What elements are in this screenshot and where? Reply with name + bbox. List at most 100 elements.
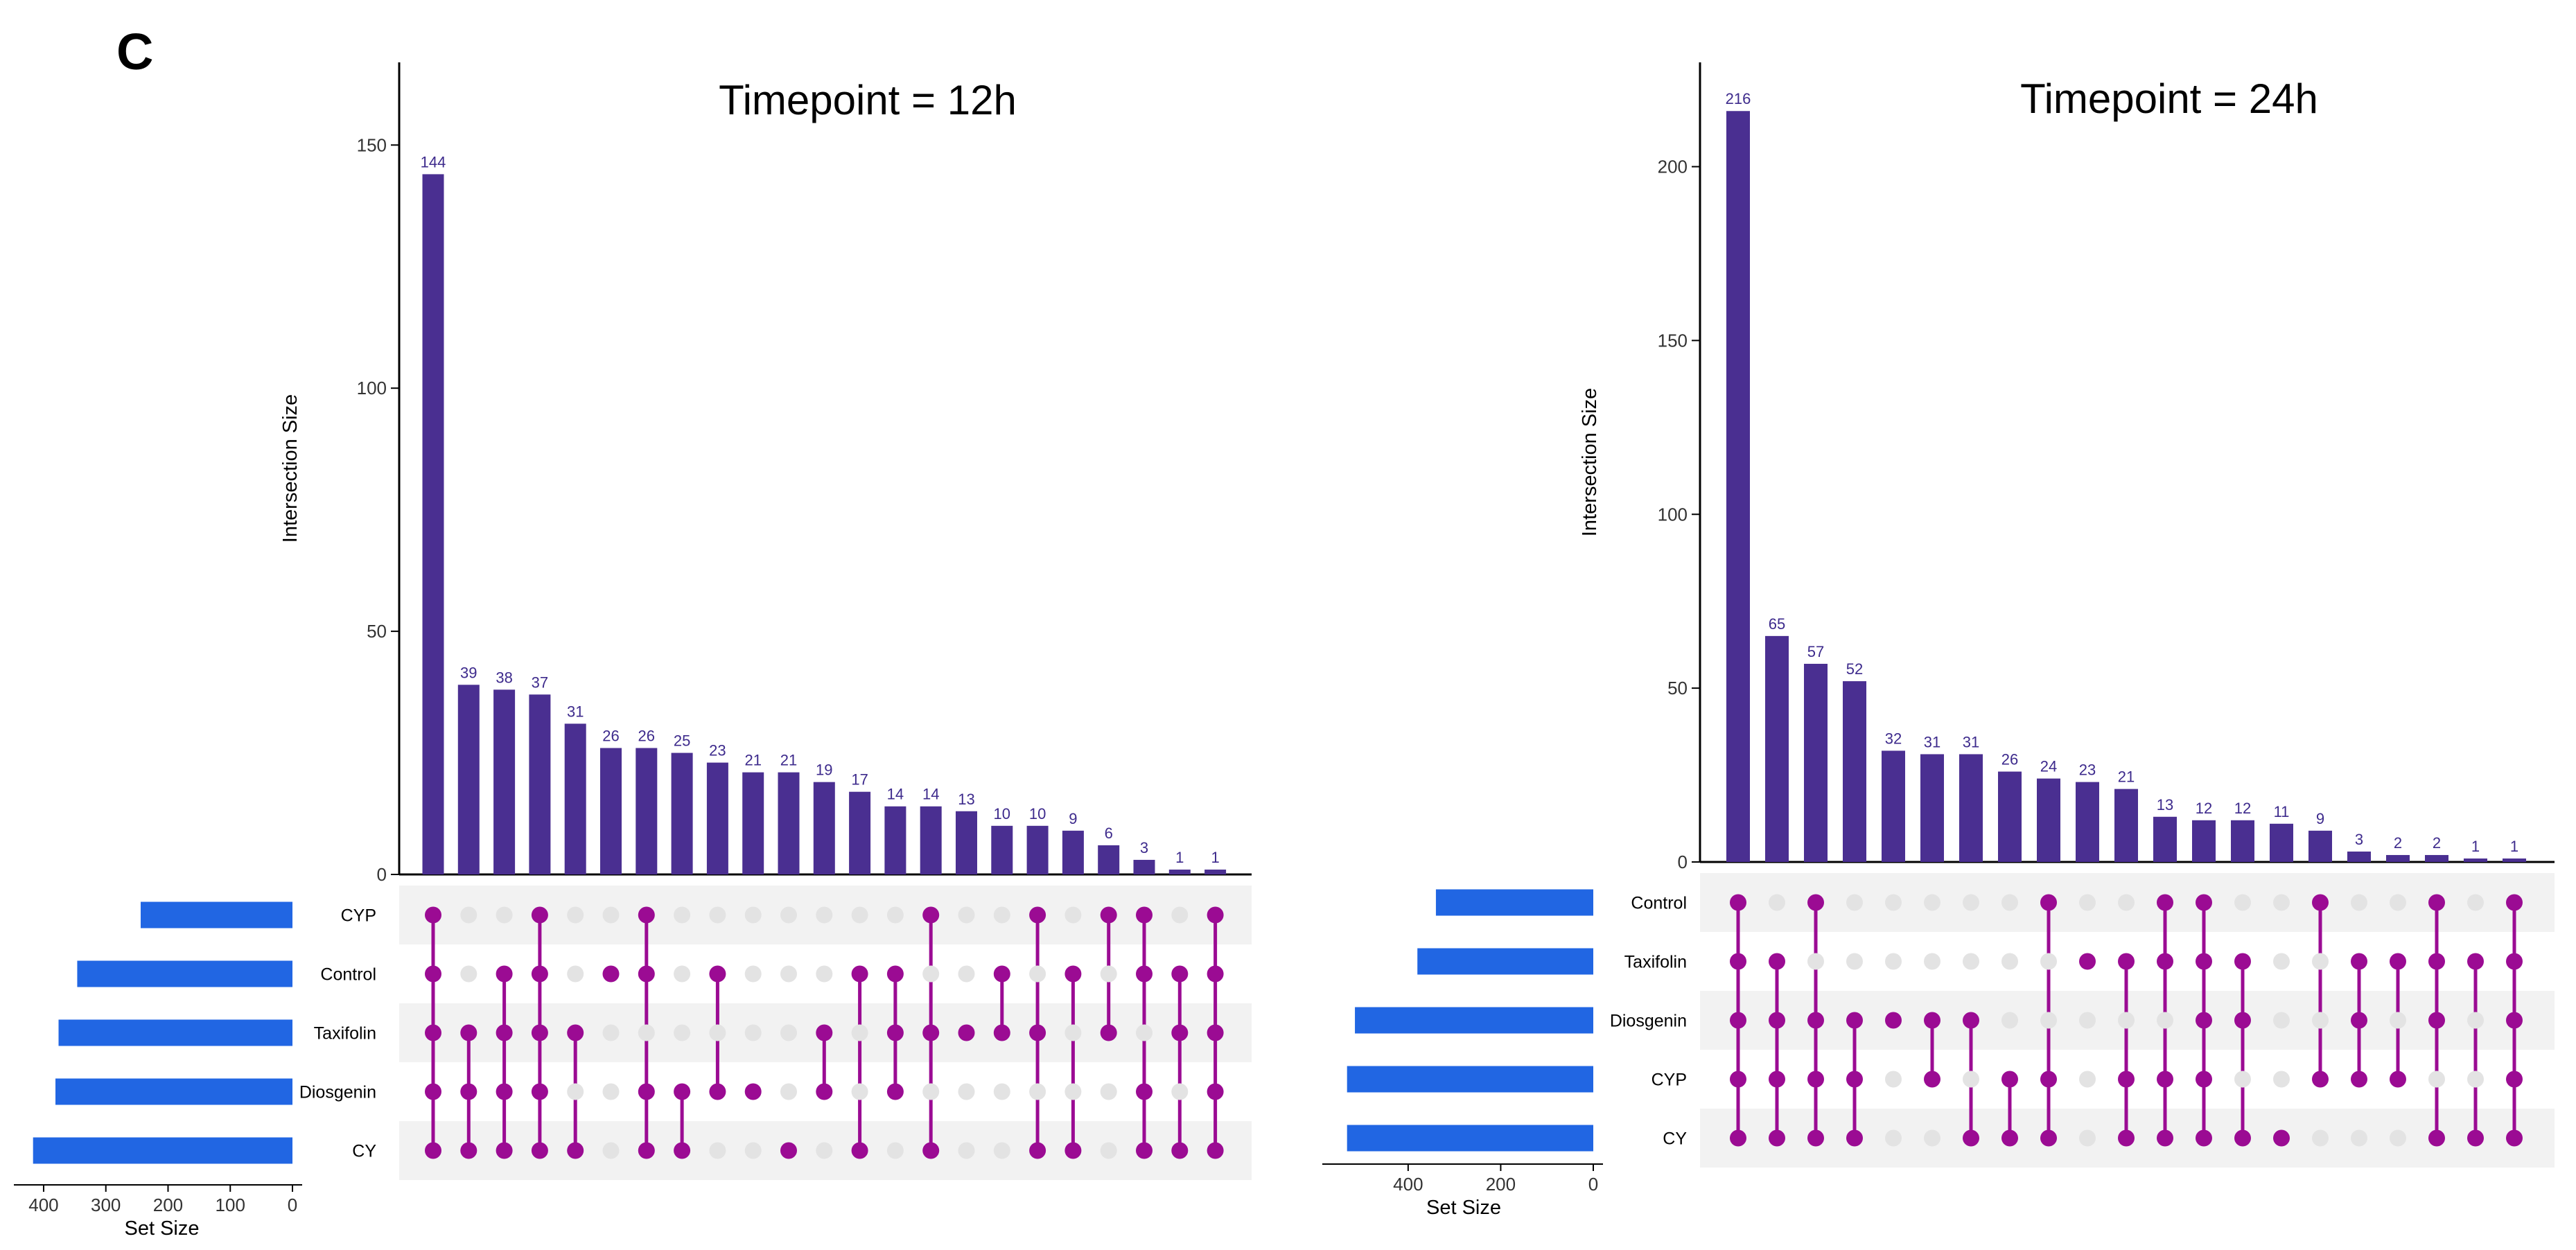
matrix-dot-inactive xyxy=(2390,894,2406,911)
matrix-dot-inactive xyxy=(744,1142,762,1159)
matrix-dot-active xyxy=(2506,1129,2523,1147)
matrix-dot-active xyxy=(2157,1129,2173,1147)
matrix-dot-inactive xyxy=(567,906,584,924)
matrix-dot-active xyxy=(2118,953,2135,970)
matrix-dot-active xyxy=(1029,906,1046,924)
matrix-dot-inactive xyxy=(2234,1071,2251,1088)
intersection-bar xyxy=(600,748,622,874)
set-size-bar xyxy=(1347,1066,1593,1093)
matrix-dot-inactive xyxy=(2351,1129,2367,1147)
matrix-dot-active xyxy=(2428,1012,2445,1029)
matrix-dot-active xyxy=(1064,965,1082,983)
set-size-bar xyxy=(1435,889,1593,916)
matrix-dot-active xyxy=(496,1024,513,1041)
matrix-dot-inactive xyxy=(2040,1012,2057,1029)
matrix-dot-inactive xyxy=(709,1142,726,1159)
intersection-bar xyxy=(2425,854,2448,862)
matrix-dot-inactive xyxy=(2312,1129,2329,1147)
matrix-dot-inactive xyxy=(2001,953,2018,970)
intersection-bar-label: 1 xyxy=(1175,849,1184,866)
matrix-dot-inactive xyxy=(2312,1012,2329,1029)
intersection-bar xyxy=(564,723,586,874)
matrix-dot-inactive xyxy=(602,906,620,924)
intersection-bar xyxy=(1026,825,1049,874)
matrix-dot-inactive xyxy=(1100,1083,1117,1100)
matrix-dot-active xyxy=(1924,1071,1940,1088)
matrix-dot-inactive xyxy=(1136,1024,1153,1041)
matrix-dot-inactive xyxy=(674,965,691,983)
intersection-bar-label: 6 xyxy=(1105,825,1113,842)
matrix-dot-active xyxy=(638,1083,655,1100)
matrix-dot-active xyxy=(922,1142,940,1159)
matrix-dot-active xyxy=(2157,1071,2173,1088)
intersection-bar-label: 24 xyxy=(2040,758,2057,775)
matrix-dot-active xyxy=(602,965,620,983)
intersection-bar xyxy=(422,174,444,874)
intersection-bar-label: 12 xyxy=(2196,800,2212,817)
intersection-bar xyxy=(1726,111,1750,862)
matrix-dot-inactive xyxy=(2467,1012,2484,1029)
intersection-bar xyxy=(2037,778,2060,862)
matrix-dot-inactive xyxy=(709,1024,726,1041)
intersection-bar-label: 31 xyxy=(567,703,584,720)
matrix-dot-active xyxy=(2234,953,2251,970)
matrix-dot-active xyxy=(531,1024,548,1041)
intersection-bar xyxy=(884,806,906,874)
matrix-dot-active xyxy=(1807,1012,1824,1029)
intersection-bar xyxy=(2386,854,2410,862)
intersection-bar-label: 14 xyxy=(922,786,939,803)
set-size-tick-label: 300 xyxy=(91,1195,121,1215)
matrix-dot-active xyxy=(425,1083,441,1100)
intersection-bar xyxy=(1204,869,1227,874)
matrix-dot-active xyxy=(567,1142,584,1159)
matrix-dot-active xyxy=(1730,1012,1746,1029)
matrix-dot-active xyxy=(1963,1012,1979,1029)
matrix-dot-inactive xyxy=(2273,1071,2290,1088)
matrix-dot-active xyxy=(1207,1083,1224,1100)
matrix-dot-active xyxy=(1064,1142,1082,1159)
set-size-bar xyxy=(33,1137,292,1164)
matrix-dot-active xyxy=(2506,1071,2523,1088)
matrix-dot-inactive xyxy=(1171,906,1189,924)
matrix-dot-inactive xyxy=(780,906,797,924)
matrix-dot-inactive xyxy=(2040,953,2057,970)
matrix-dot-inactive xyxy=(2001,894,2018,911)
matrix-dot-inactive xyxy=(922,965,940,983)
matrix-dot-inactive xyxy=(851,1024,868,1041)
y-tick-label: 100 xyxy=(357,378,387,398)
matrix-dot-active xyxy=(2506,953,2523,970)
matrix-dot-active xyxy=(1100,906,1117,924)
intersection-bar xyxy=(706,762,728,874)
intersection-bar xyxy=(2347,851,2371,862)
intersection-bar-label: 21 xyxy=(780,752,797,769)
matrix-dot-active xyxy=(1769,1129,1785,1147)
matrix-dot-active xyxy=(1769,953,1785,970)
matrix-dot-inactive xyxy=(2273,953,2290,970)
matrix-dot-inactive xyxy=(780,1083,797,1100)
matrix-dot-inactive xyxy=(1963,953,1979,970)
y-axis-label: Intersection Size xyxy=(1579,388,1601,536)
matrix-dot-active xyxy=(993,965,1010,983)
matrix-dot-active xyxy=(1207,965,1224,983)
matrix-dot-inactive xyxy=(2467,894,2484,911)
matrix-dot-active xyxy=(2506,894,2523,911)
intersection-bar-label: 12 xyxy=(2234,800,2251,817)
intersection-bar xyxy=(1765,635,1789,862)
matrix-dot-inactive xyxy=(744,965,762,983)
y-tick-label: 50 xyxy=(367,621,387,642)
matrix-dot-inactive xyxy=(886,1142,904,1159)
matrix-dot-inactive xyxy=(674,906,691,924)
set-name-label: CY xyxy=(352,1142,376,1161)
intersection-bar xyxy=(1098,845,1120,874)
intersection-bar xyxy=(2270,823,2293,862)
matrix-dot-inactive xyxy=(958,906,975,924)
intersection-bar-label: 32 xyxy=(1885,730,1902,747)
matrix-dot-inactive xyxy=(993,1083,1010,1100)
matrix-dot-active xyxy=(2118,1129,2135,1147)
set-size-tick-label: 400 xyxy=(28,1195,58,1215)
matrix-dot-active xyxy=(2040,1129,2057,1147)
matrix-dot-active xyxy=(2040,1071,2057,1088)
matrix-dot-active xyxy=(2351,1012,2367,1029)
y-tick-label: 100 xyxy=(1658,504,1688,525)
